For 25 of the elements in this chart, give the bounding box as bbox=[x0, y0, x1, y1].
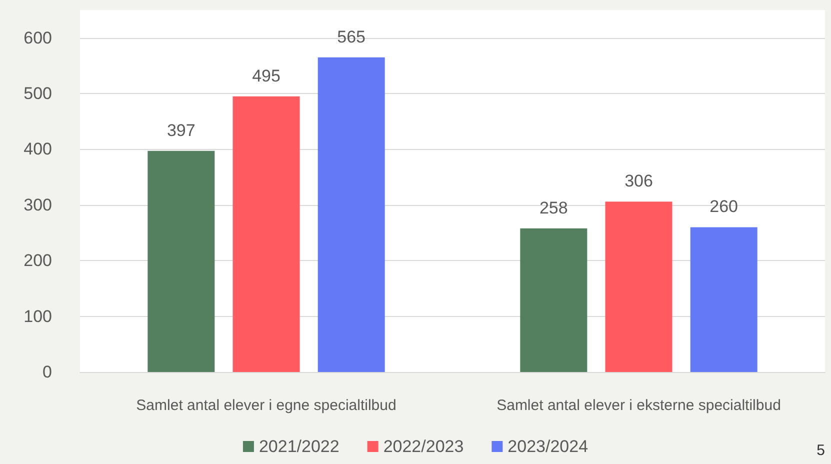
data-label: 565 bbox=[337, 27, 366, 46]
bar bbox=[148, 150, 215, 372]
data-label: 306 bbox=[624, 172, 653, 191]
bar bbox=[318, 57, 385, 372]
y-tick-label: 400 bbox=[24, 140, 52, 159]
y-tick-label: 0 bbox=[42, 362, 52, 382]
y-tick-label: 200 bbox=[24, 251, 52, 270]
legend-label: 2021/2022 bbox=[258, 437, 340, 456]
legend-label: 2022/2023 bbox=[383, 437, 464, 456]
bar bbox=[690, 227, 758, 372]
bar bbox=[232, 96, 300, 372]
y-tick-label: 600 bbox=[24, 28, 52, 48]
x-tick-label: Samlet antal elever i eksterne specialtilbud bbox=[496, 397, 781, 414]
y-tick-label: 500 bbox=[24, 84, 52, 104]
y-tick-label: 300 bbox=[24, 195, 52, 214]
text: 5 bbox=[816, 442, 825, 459]
x-tick-label: Samlet antal elever i egne specialtilbud bbox=[136, 397, 396, 414]
bar bbox=[520, 228, 588, 372]
data-label: 397 bbox=[166, 120, 196, 140]
data-label: 260 bbox=[710, 197, 738, 216]
legend-label: 2023/2024 bbox=[508, 437, 588, 456]
bar bbox=[605, 202, 672, 372]
data-label: 258 bbox=[539, 198, 568, 218]
data-label: 495 bbox=[252, 66, 280, 86]
y-tick-label: 100 bbox=[24, 306, 52, 326]
